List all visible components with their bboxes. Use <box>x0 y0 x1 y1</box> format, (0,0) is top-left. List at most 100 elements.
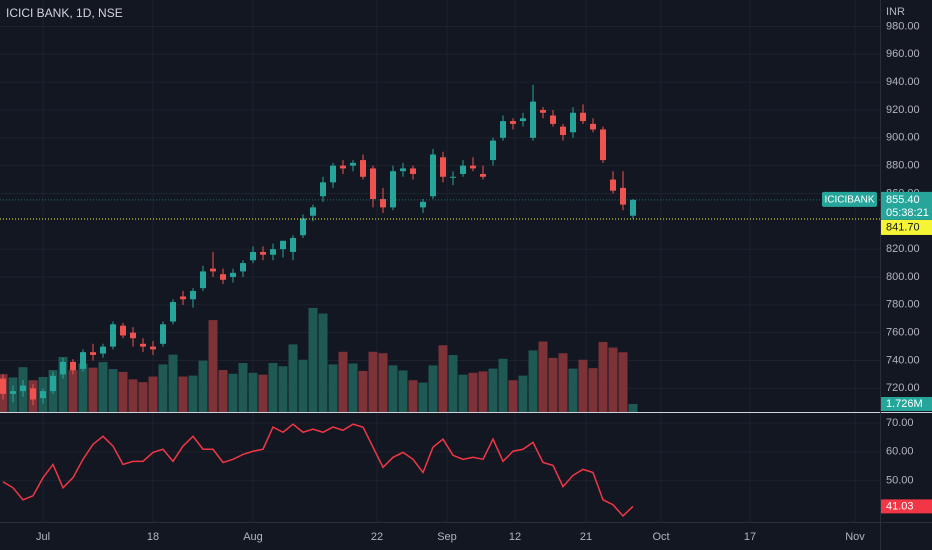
candle-body <box>310 207 316 216</box>
volume-bar <box>588 368 598 412</box>
volume-bar <box>438 345 448 412</box>
volume-bar <box>428 365 438 412</box>
x-tick-label: Nov <box>845 531 865 543</box>
candle-body <box>280 240 286 250</box>
volume-bar <box>98 362 108 412</box>
candle-body <box>610 179 616 191</box>
volume-last-label: 1.726M <box>886 398 923 410</box>
volume-bar <box>368 351 378 412</box>
candle-body <box>430 154 436 197</box>
y-tick-label: 980.00 <box>886 20 920 32</box>
candle-body <box>240 263 246 272</box>
candle-body <box>0 378 6 394</box>
volume-bar <box>308 307 318 412</box>
candle-body <box>100 346 106 354</box>
candle-body <box>150 346 156 350</box>
volume-bar <box>278 366 288 412</box>
volume-bar <box>108 369 118 412</box>
volume-bar <box>318 313 328 412</box>
volume-bar <box>618 352 628 412</box>
candle-body <box>80 352 86 369</box>
candle-body <box>330 165 336 183</box>
candle-body <box>290 238 296 252</box>
y-tick-label: 920.00 <box>886 104 920 116</box>
candle-body <box>570 112 576 133</box>
volume-bar <box>228 373 238 412</box>
volume-bar <box>528 350 538 412</box>
volume-bar <box>568 368 578 412</box>
y-tick-label: 880.00 <box>886 160 920 172</box>
volume-bar <box>268 363 278 412</box>
candle-body <box>470 165 476 169</box>
volume-bar <box>358 370 368 412</box>
candle-body <box>620 187 626 205</box>
volume-bar <box>388 365 398 412</box>
candle-body <box>450 176 456 178</box>
price-tag-box <box>881 191 932 220</box>
volume-bar <box>418 382 428 412</box>
x-tick-label: 18 <box>147 531 159 543</box>
volume-bar <box>488 368 498 412</box>
volume-bar <box>478 371 488 412</box>
candle-body <box>600 129 606 161</box>
rsi-last-label: 41.03 <box>886 500 914 512</box>
candle-body <box>530 101 536 138</box>
reference-price-label: 841.70 <box>886 221 920 233</box>
symbol-tag-box <box>822 191 877 207</box>
y-tick-label: 760.00 <box>886 327 920 339</box>
candle-body <box>260 251 266 255</box>
countdown-label: 05:38:21 <box>886 207 929 219</box>
candle-body <box>580 112 586 122</box>
candle-body <box>30 388 36 400</box>
candle-body <box>10 391 16 394</box>
rsi-line <box>2 423 634 518</box>
chart-title: ICICI BANK, 1D, NSE <box>6 6 123 20</box>
candle-body <box>380 199 386 208</box>
volume-bar <box>248 372 258 412</box>
candle-body <box>270 249 276 255</box>
volume-bar <box>158 364 168 412</box>
volume-bar <box>258 374 268 412</box>
volume-bar <box>298 359 308 412</box>
volume-bar <box>468 372 478 412</box>
volume-bar <box>448 355 458 412</box>
candle-body <box>170 302 176 322</box>
x-tick-label: Oct <box>652 531 669 543</box>
y-tick-label: 900.00 <box>886 132 920 144</box>
candle-body <box>500 121 506 138</box>
candle-body <box>140 343 146 347</box>
volume-bar <box>58 356 68 412</box>
symbol-tag: ICICIBANK <box>824 195 874 206</box>
currency-label: INR <box>886 6 905 18</box>
candle-body <box>460 165 466 174</box>
candle-body <box>190 290 196 300</box>
candle-body <box>370 168 376 200</box>
volume-bar <box>558 353 568 412</box>
candle-body <box>20 385 26 392</box>
volume-bar <box>178 376 188 412</box>
volume-bar <box>168 354 178 412</box>
candle-body <box>630 199 636 216</box>
volume-bar <box>508 380 518 412</box>
candle-body <box>160 324 166 344</box>
candle-body <box>250 251 256 261</box>
y-tick-label: 800.00 <box>886 271 920 283</box>
candle-body <box>200 271 206 289</box>
candle-body <box>130 332 136 339</box>
last-price-label: 855.40 <box>886 194 920 206</box>
volume-bar <box>128 379 138 412</box>
candle-body <box>220 274 226 280</box>
volume-tag-box <box>881 397 932 411</box>
volume-bar <box>628 403 638 412</box>
volume-bar <box>458 374 468 412</box>
candle-body <box>400 168 406 172</box>
volume-bar <box>78 363 88 412</box>
volume-bar <box>408 380 418 412</box>
x-tick-label: Jul <box>36 531 50 543</box>
x-tick-label: 21 <box>580 531 592 543</box>
volume-bar <box>208 320 218 412</box>
volume-bar <box>378 353 388 412</box>
candle-body <box>180 296 186 300</box>
rsi-tick-label: 50.00 <box>886 474 914 486</box>
volume-bar <box>238 363 248 412</box>
